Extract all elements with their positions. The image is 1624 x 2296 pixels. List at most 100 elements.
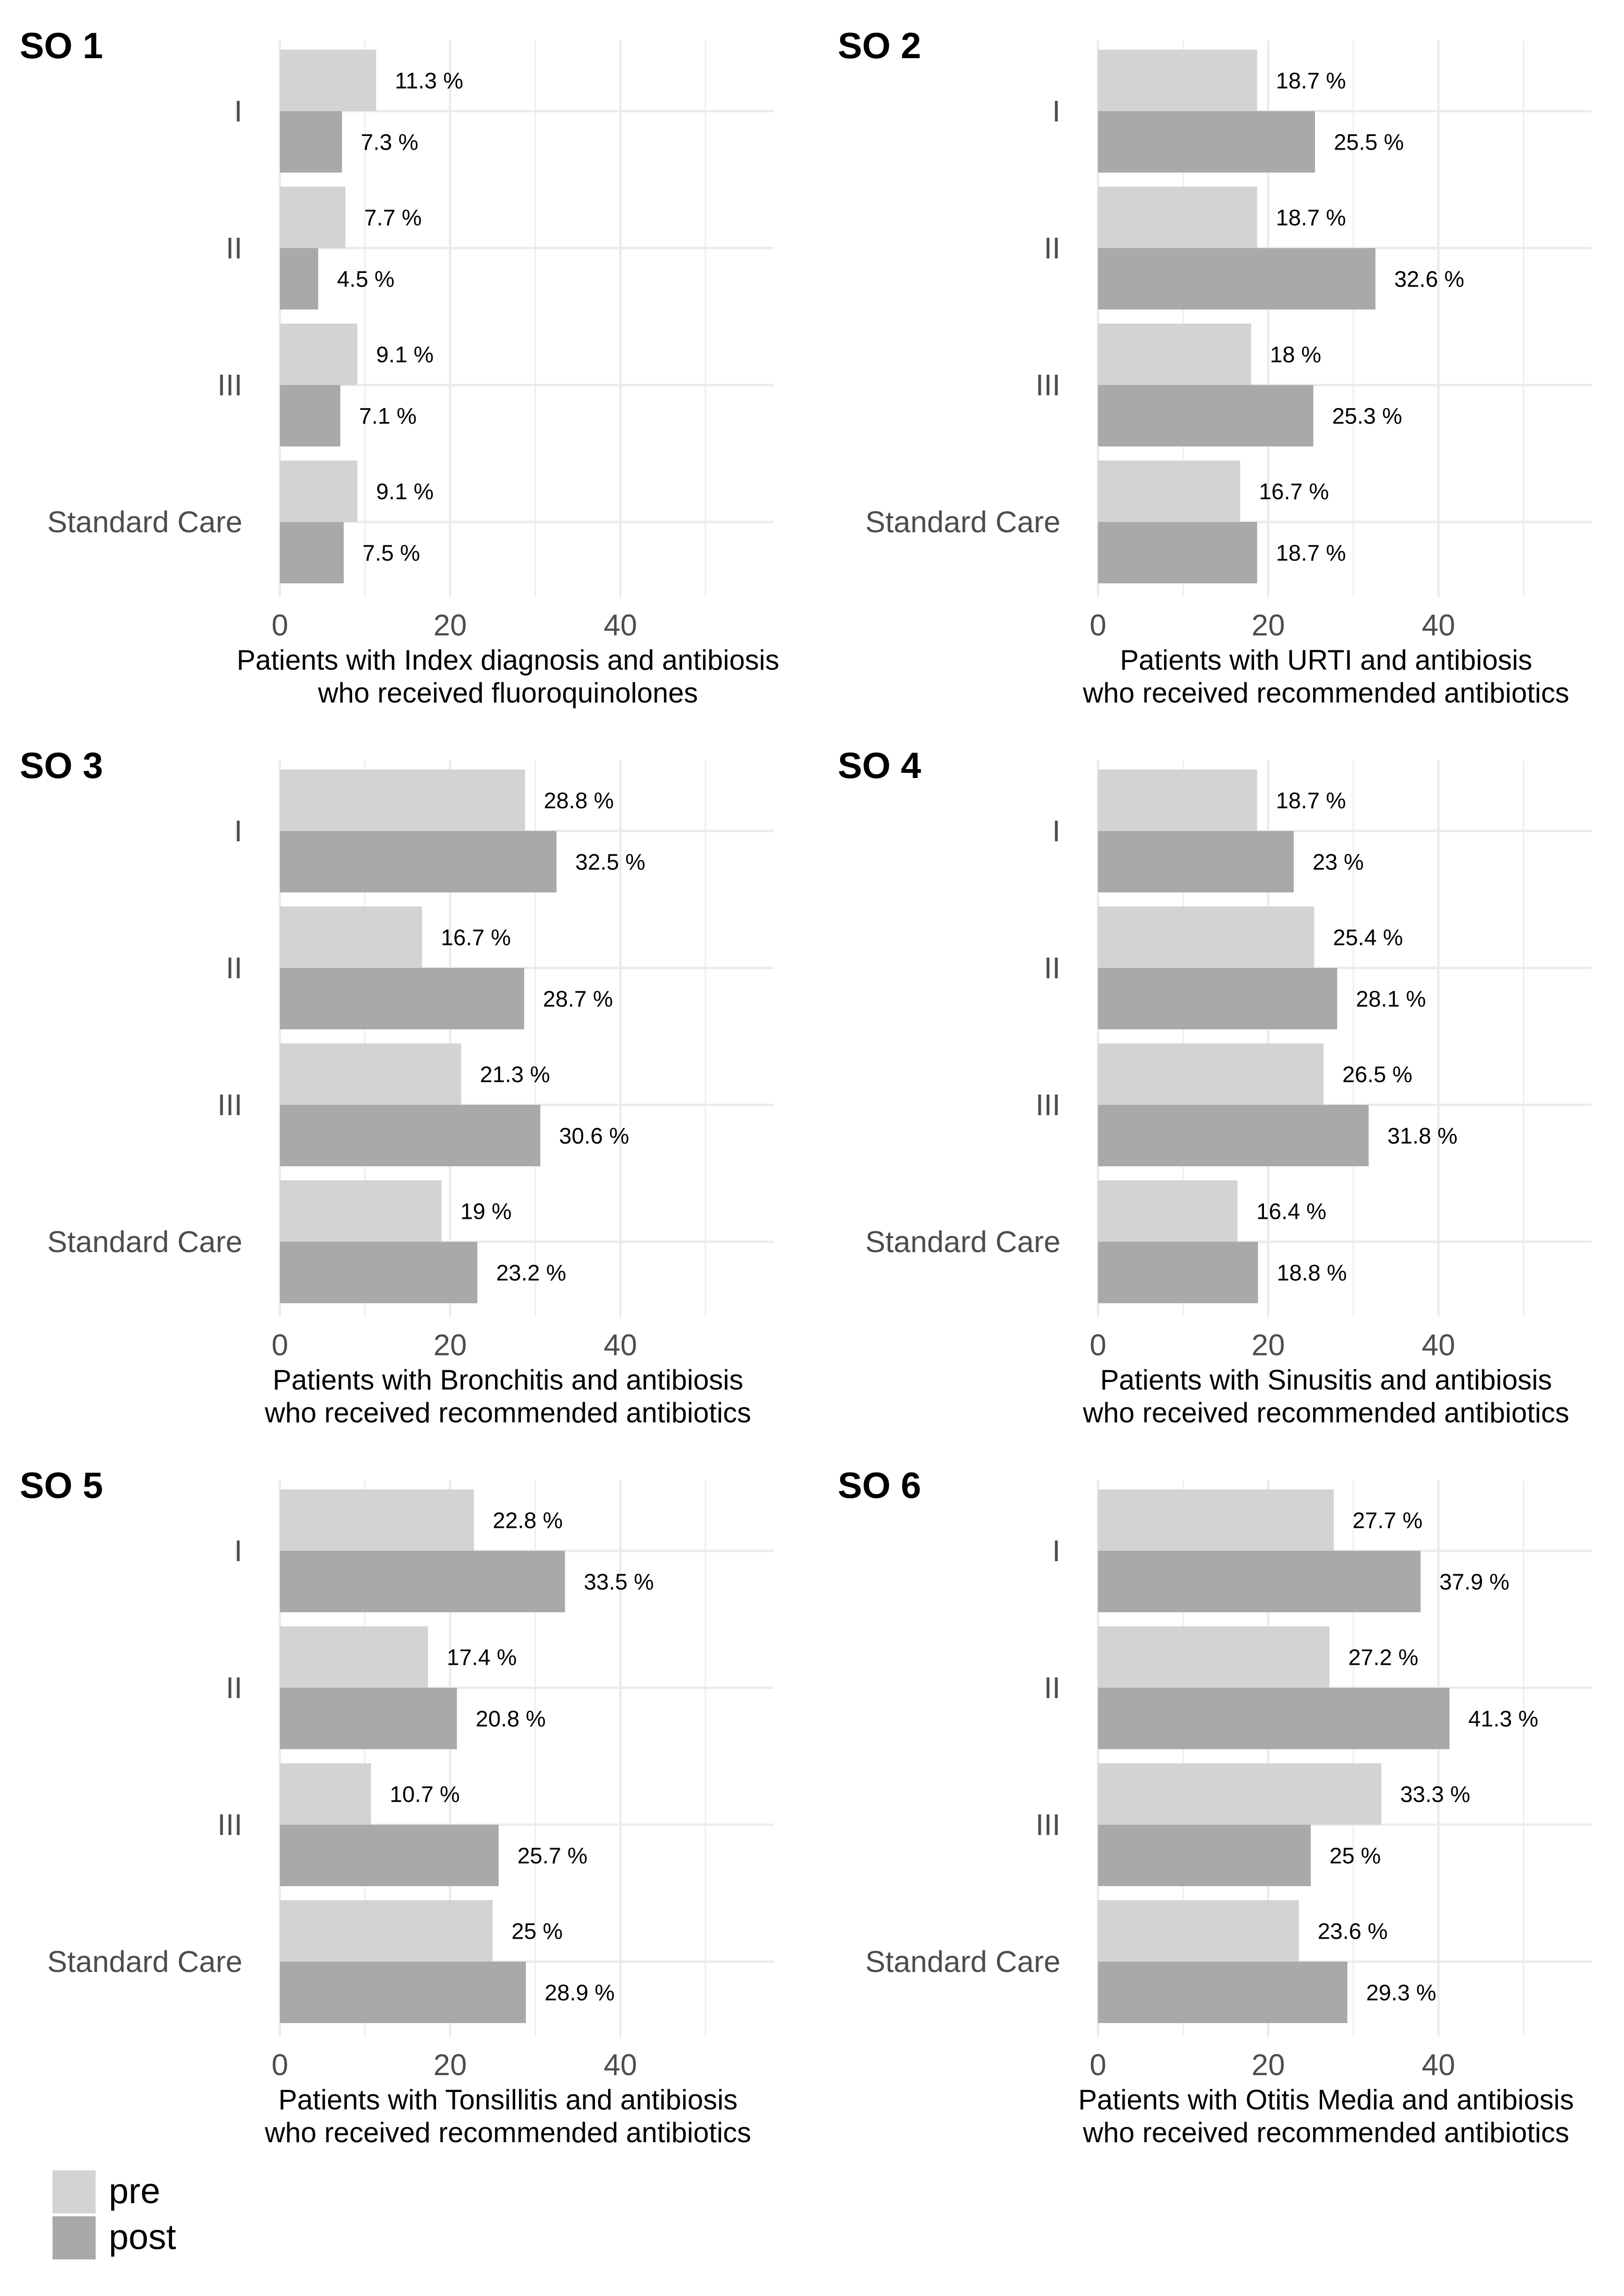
data-label-pre: 9.1 %: [376, 343, 434, 368]
bar-post: [280, 1962, 526, 2023]
bar-post: [1098, 1105, 1369, 1166]
bar-pre: [1098, 187, 1257, 248]
bar-pre: [280, 770, 525, 831]
x-tick-label: 0: [271, 608, 288, 642]
x-tick-label: 0: [1090, 1328, 1106, 1362]
bar-post: [1098, 385, 1314, 446]
data-label-pre: 19 %: [460, 1200, 511, 1224]
bar-post: [280, 831, 557, 892]
data-label-pre: 11.3 %: [395, 69, 463, 94]
x-axis-label: who received recommended antibiotics: [264, 2117, 751, 2148]
category-label: II: [1044, 231, 1060, 265]
x-axis-label: who received recommended antibiotics: [1083, 2117, 1569, 2148]
bar-post: [280, 111, 342, 173]
category-label: II: [226, 951, 242, 985]
data-label-pre: 18 %: [1270, 343, 1321, 368]
bar-post: [1098, 831, 1294, 892]
panel-title: SO 1: [20, 25, 103, 66]
data-label-pre: 18.7 %: [1276, 69, 1346, 94]
data-label-pre: 17.4 %: [447, 1646, 517, 1670]
x-tick-label: 40: [604, 1328, 637, 1362]
bar-pre: [1098, 1043, 1324, 1105]
bar-pre: [280, 1489, 474, 1551]
x-tick-label: 20: [434, 1328, 467, 1362]
legend-label-post: post: [109, 2217, 176, 2257]
data-label-pre: 28.8 %: [544, 789, 614, 814]
data-label-pre: 27.2 %: [1348, 1646, 1418, 1670]
category-label: I: [1052, 1534, 1060, 1568]
data-label-pre: 25 %: [511, 1919, 563, 1944]
bar-pre: [280, 461, 358, 522]
data-label-pre: 21.3 %: [480, 1063, 550, 1088]
data-label-post: 23.2 %: [496, 1261, 566, 1286]
bar-pre: [1098, 1180, 1238, 1242]
category-label: III: [1036, 368, 1060, 402]
data-label-pre: 27.7 %: [1353, 1509, 1422, 1533]
bar-post: [1098, 248, 1376, 310]
data-label-post: 25.3 %: [1332, 404, 1402, 429]
x-axis-label: who received recommended antibiotics: [1083, 677, 1569, 709]
category-label: II: [1044, 951, 1060, 985]
x-axis-label: Patients with Otitis Media and antibiosi…: [1078, 2084, 1574, 2115]
chart-panel-3: SO 3 28.8 % 32.5 % I 16.7 % 28.7 % II 21.3 % 30.…: [20, 745, 774, 1428]
x-axis-label: who received recommended antibiotics: [1083, 1397, 1569, 1428]
bar-pre: [1098, 461, 1241, 522]
x-tick-label: 20: [1252, 1328, 1285, 1362]
bar-pre: [1098, 770, 1257, 831]
data-label-post: 25.7 %: [518, 1844, 587, 1869]
bar-post: [1098, 968, 1338, 1029]
category-label: III: [218, 1088, 242, 1122]
data-label-pre: 25.4 %: [1333, 926, 1403, 951]
data-label-post: 29.3 %: [1366, 1981, 1436, 2006]
data-label-pre: 10.7 %: [390, 1782, 459, 1807]
legend-swatch-pre: [53, 2170, 96, 2213]
data-label-pre: 23.6 %: [1317, 1919, 1387, 1944]
bar-post: [280, 385, 340, 446]
data-label-post: 31.8 %: [1387, 1124, 1457, 1149]
data-label-post: 18.7 %: [1276, 541, 1346, 566]
category-label: Standard Care: [47, 505, 242, 539]
chart-panel-1: SO 1 11.3 % 7.3 % I 7.7 % 4.5 % II 9.1 % 7.1 % II…: [20, 25, 779, 709]
category-label: III: [218, 1808, 242, 1842]
bar-pre: [280, 1180, 442, 1242]
data-label-post: 25.5 %: [1334, 130, 1404, 155]
x-tick-label: 20: [434, 608, 467, 642]
bar-pre: [1098, 50, 1257, 111]
x-axis-label: Patients with Bronchitis and antibiosis: [273, 1364, 744, 1396]
legend-label-pre: pre: [109, 2171, 160, 2211]
data-label-pre: 33.3 %: [1400, 1782, 1470, 1807]
data-label-pre: 16.4 %: [1256, 1200, 1326, 1224]
category-label: Standard Care: [865, 1945, 1060, 1979]
bar-post: [280, 1825, 499, 1886]
category-label: III: [1036, 1088, 1060, 1122]
data-label-post: 30.6 %: [559, 1124, 629, 1149]
data-label-pre: 18.7 %: [1276, 206, 1346, 231]
data-label-post: 7.1 %: [359, 404, 417, 429]
data-label-post: 37.9 %: [1439, 1570, 1509, 1595]
x-tick-label: 40: [1422, 2048, 1455, 2082]
category-label: II: [226, 231, 242, 265]
data-label-post: 20.8 %: [476, 1707, 546, 1732]
bar-post: [1098, 522, 1257, 583]
x-axis-label: Patients with Index diagnosis and antibi…: [237, 644, 779, 676]
bar-pre: [1098, 1900, 1299, 1962]
bar-pre: [280, 324, 358, 385]
x-axis-label: Patients with URTI and antibiosis: [1120, 644, 1532, 676]
bar-post: [1098, 111, 1315, 173]
category-label: Standard Care: [47, 1945, 242, 1979]
x-tick-label: 40: [1422, 1328, 1455, 1362]
panel-title: SO 5: [20, 1465, 103, 1506]
panel-title: SO 6: [838, 1465, 921, 1506]
bar-pre: [280, 1626, 428, 1688]
category-label: I: [1052, 94, 1060, 128]
bar-pre: [1098, 1489, 1334, 1551]
category-label: III: [218, 368, 242, 402]
x-tick-label: 0: [271, 1328, 288, 1362]
x-tick-label: 20: [1252, 608, 1285, 642]
category-label: II: [1044, 1671, 1060, 1705]
data-label-post: 28.1 %: [1356, 987, 1426, 1012]
bar-pre: [280, 187, 346, 248]
bar-post: [1098, 1962, 1347, 2023]
legend: pre post: [53, 2170, 176, 2259]
